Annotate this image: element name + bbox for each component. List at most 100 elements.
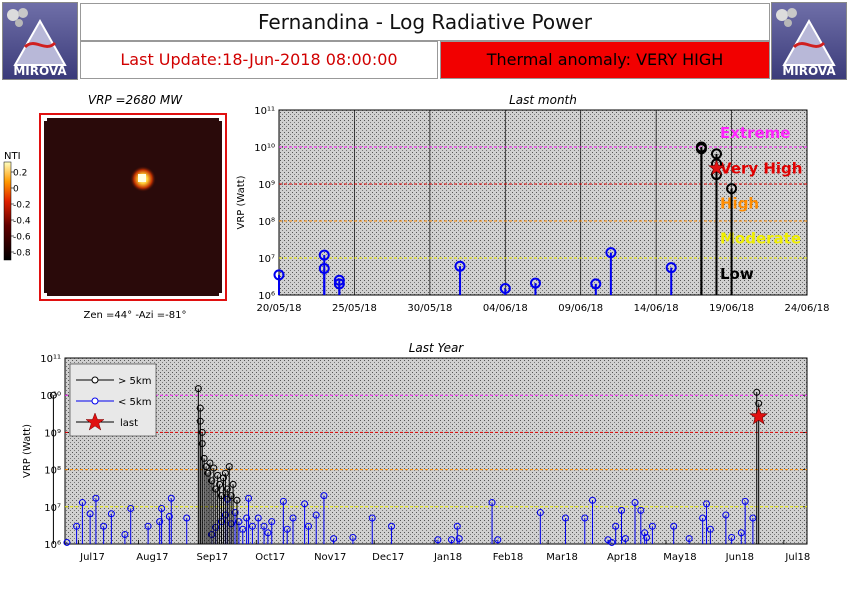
data-point — [318, 249, 330, 261]
x-tick-label: 14/06/18 — [634, 303, 679, 314]
data-point — [210, 464, 218, 472]
data-point — [254, 514, 262, 522]
last-month-chart: Last month VRP (Watt) 10⁶ 10⁷ 10⁸ 10⁹ 10¹⁰ 10¹¹… — [236, 93, 829, 314]
data-point — [455, 535, 463, 543]
last-value-star-icon — [708, 159, 725, 176]
data-point — [755, 399, 763, 407]
data-point — [728, 533, 736, 541]
data-point — [202, 463, 210, 471]
x-tick-label: Mar18 — [546, 552, 578, 563]
data-point — [488, 499, 496, 507]
data-point — [223, 485, 231, 493]
logo-right-label: MIROVA — [782, 64, 836, 78]
legend-last-label: last — [120, 418, 138, 429]
chart-title: Last month — [509, 93, 577, 107]
data-point — [49, 391, 57, 399]
colorbar-tick-label: -0.8 — [13, 249, 31, 259]
data-point — [73, 522, 81, 530]
data-point — [225, 463, 233, 471]
data-point — [330, 535, 338, 543]
data-point — [121, 531, 129, 539]
y-axis-label: VRP (Watt) — [236, 175, 247, 229]
data-point — [561, 514, 569, 522]
data-point — [279, 497, 287, 505]
legend-near-label: < 5km — [118, 397, 151, 408]
data-point — [589, 496, 597, 504]
data-point — [231, 509, 239, 517]
x-tick-label: 24/06/18 — [785, 303, 830, 314]
volcano-logo-icon — [776, 8, 836, 66]
data-point — [608, 538, 616, 546]
data-point — [304, 522, 312, 530]
data-point — [158, 505, 166, 513]
legend-far-label: > 5km — [118, 376, 151, 387]
nti-colorbar — [3, 161, 12, 261]
x-tick-label: Jan18 — [433, 552, 462, 563]
x-tick-label: Jul18 — [784, 552, 810, 563]
y-tick-label: 10⁹ — [258, 180, 275, 191]
volcano-logo-icon — [7, 8, 67, 66]
data-point — [183, 514, 191, 522]
x-tick-label: Jun18 — [725, 552, 754, 563]
data-point — [741, 497, 749, 505]
data-point — [722, 511, 730, 519]
legend-last-star-icon — [85, 412, 105, 431]
data-point — [268, 518, 276, 526]
data-point — [637, 506, 645, 514]
data-point — [208, 477, 216, 485]
data-point — [264, 529, 272, 537]
nti-image — [44, 118, 222, 296]
data-point — [529, 277, 541, 289]
data-point — [198, 440, 206, 448]
data-point — [273, 269, 285, 281]
y-tick-label: 10⁸ — [44, 466, 61, 477]
x-tick-label: Sep17 — [197, 552, 229, 563]
legend-near-marker — [91, 397, 99, 405]
data-point — [100, 522, 108, 530]
data-point — [92, 494, 100, 502]
data-point — [726, 183, 738, 195]
data-point — [63, 538, 71, 546]
data-point — [196, 417, 204, 425]
x-tick-label: 04/06/18 — [483, 303, 528, 314]
x-tick-label: 25/05/18 — [332, 303, 377, 314]
data-point — [612, 522, 620, 530]
data-point — [590, 278, 602, 290]
x-tick-label: Oct17 — [255, 552, 285, 563]
level-label: Very High — [720, 159, 802, 177]
data-point — [349, 533, 357, 541]
level-label: Moderate — [720, 230, 801, 248]
data-point — [648, 522, 656, 530]
mirova-logo-left: MIROVA — [2, 2, 78, 80]
x-tick-label: 19/06/18 — [709, 303, 754, 314]
data-point — [144, 522, 152, 530]
data-point — [200, 454, 208, 462]
colorbar-ticks: 0.2 0 -0.2 -0.4 -0.6 -0.8 — [11, 169, 31, 259]
data-point — [229, 480, 237, 488]
data-point — [107, 510, 115, 518]
legend-far-marker — [91, 376, 99, 384]
x-tick-label: Nov17 — [314, 552, 346, 563]
data-point — [221, 469, 229, 477]
data-point — [494, 536, 502, 544]
data-point — [699, 514, 707, 522]
y-tick-label: 10⁸ — [258, 217, 275, 228]
data-point — [737, 529, 745, 537]
vrp-value-label: VRP =2680 MW — [88, 93, 183, 107]
data-point — [248, 522, 256, 530]
y-axis-label: VRP (Watt) — [22, 424, 33, 478]
data-point — [289, 514, 297, 522]
data-point — [753, 388, 761, 396]
data-point — [235, 518, 243, 526]
data-point — [198, 428, 206, 436]
data-point — [243, 514, 251, 522]
data-point — [641, 529, 649, 537]
data-point — [695, 143, 707, 155]
data-point — [434, 536, 442, 544]
data-point — [631, 499, 639, 507]
data-point — [670, 522, 678, 530]
data-point — [536, 509, 544, 517]
data-point — [368, 514, 376, 522]
data-point — [214, 471, 222, 479]
